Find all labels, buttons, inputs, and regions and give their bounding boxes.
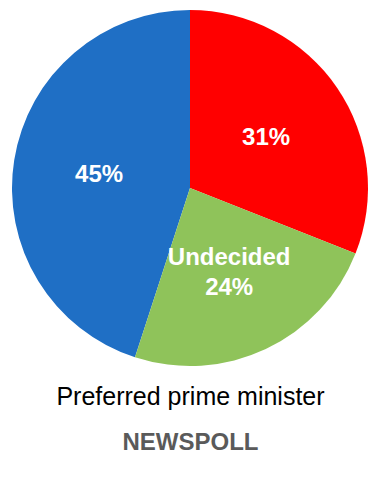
svg-text:NEWSPOLL: NEWSPOLL: [123, 428, 259, 455]
svg-text:24%: 24%: [205, 273, 253, 300]
svg-text:45%: 45%: [75, 160, 123, 187]
svg-text:31%: 31%: [242, 123, 290, 150]
svg-text:Undecided: Undecided: [168, 243, 291, 270]
svg-text:Preferred prime minister: Preferred prime minister: [56, 382, 324, 410]
